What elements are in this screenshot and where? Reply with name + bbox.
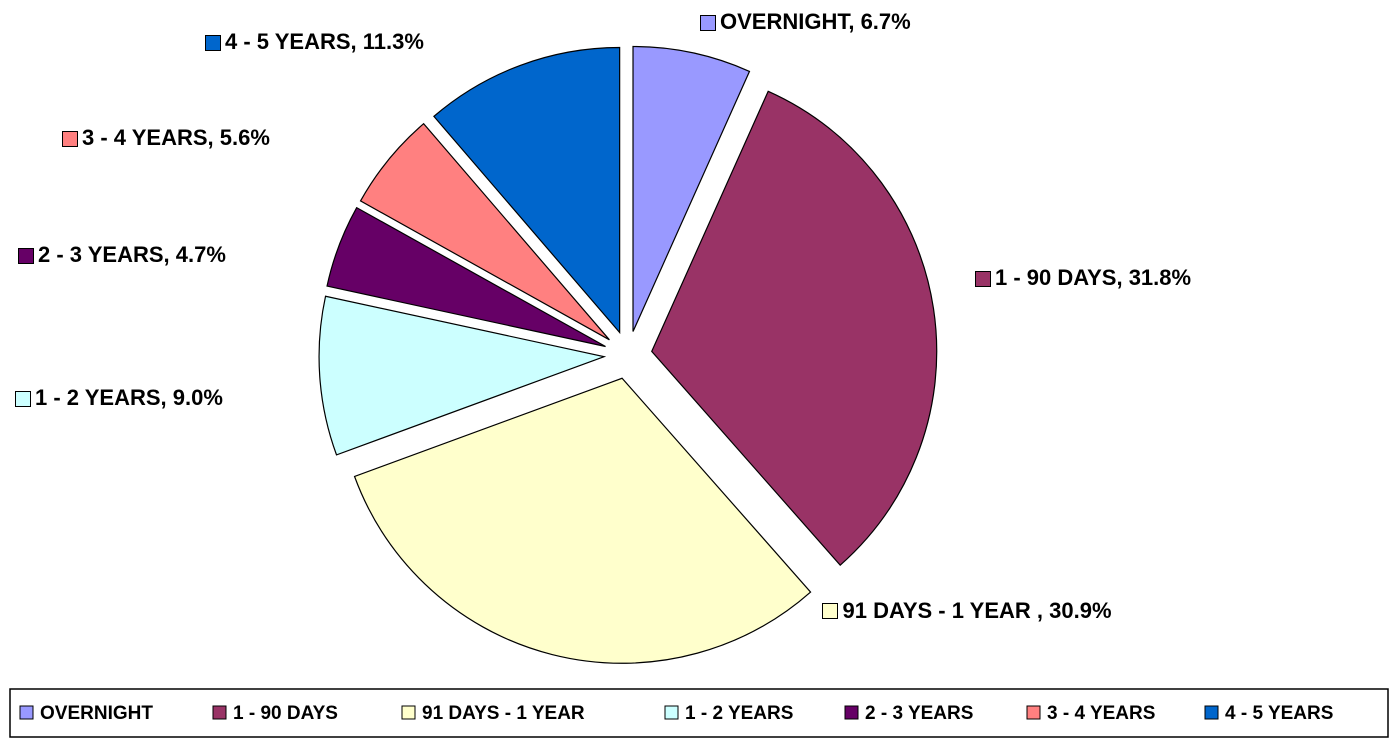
pie-slice [632, 45, 751, 332]
data-label: 2 - 3 YEARS, 4.7% [38, 242, 226, 267]
label-swatch [205, 35, 221, 51]
data-label: 1 - 2 YEARS, 9.0% [35, 385, 223, 410]
legend-swatch [844, 705, 859, 720]
legend-swatch [664, 705, 679, 720]
legend-label: 3 - 4 YEARS [1047, 703, 1155, 724]
label-swatch [975, 271, 991, 287]
legend-swatch [401, 705, 416, 720]
pie-slice [651, 90, 938, 567]
pie-slice [318, 295, 607, 456]
label-swatch [18, 248, 34, 264]
legend-swatch [1026, 705, 1041, 720]
legend-label: 1 - 2 YEARS [685, 703, 793, 724]
pie-slice [433, 46, 621, 335]
legend-label: 4 - 5 YEARS [1225, 703, 1333, 724]
legend-label: 91 DAYS - 1 YEAR [422, 703, 585, 724]
label-swatch [62, 131, 78, 147]
data-label: 4 - 5 YEARS, 11.3% [225, 29, 424, 54]
legend-box [9, 688, 1389, 738]
label-swatch [822, 603, 838, 619]
legend-swatch [1204, 705, 1219, 720]
label-swatch [15, 391, 31, 407]
data-label: 3 - 4 YEARS, 5.6% [82, 125, 270, 150]
data-label: OVERNIGHT, 6.7% [720, 9, 911, 34]
legend-label: 2 - 3 YEARS [865, 703, 973, 724]
legend-label: 1 - 90 DAYS [233, 703, 338, 724]
pie-slice [359, 122, 610, 341]
legend-swatch [212, 705, 227, 720]
data-label: 91 DAYS - 1 YEAR , 30.9% [842, 598, 1112, 623]
pie-slice [326, 206, 606, 348]
legend-label: OVERNIGHT [40, 703, 153, 724]
label-swatch [700, 15, 716, 31]
legend-swatch [19, 705, 34, 720]
pie-slice [353, 377, 812, 664]
data-label: 1 - 90 DAYS, 31.8% [995, 265, 1192, 290]
